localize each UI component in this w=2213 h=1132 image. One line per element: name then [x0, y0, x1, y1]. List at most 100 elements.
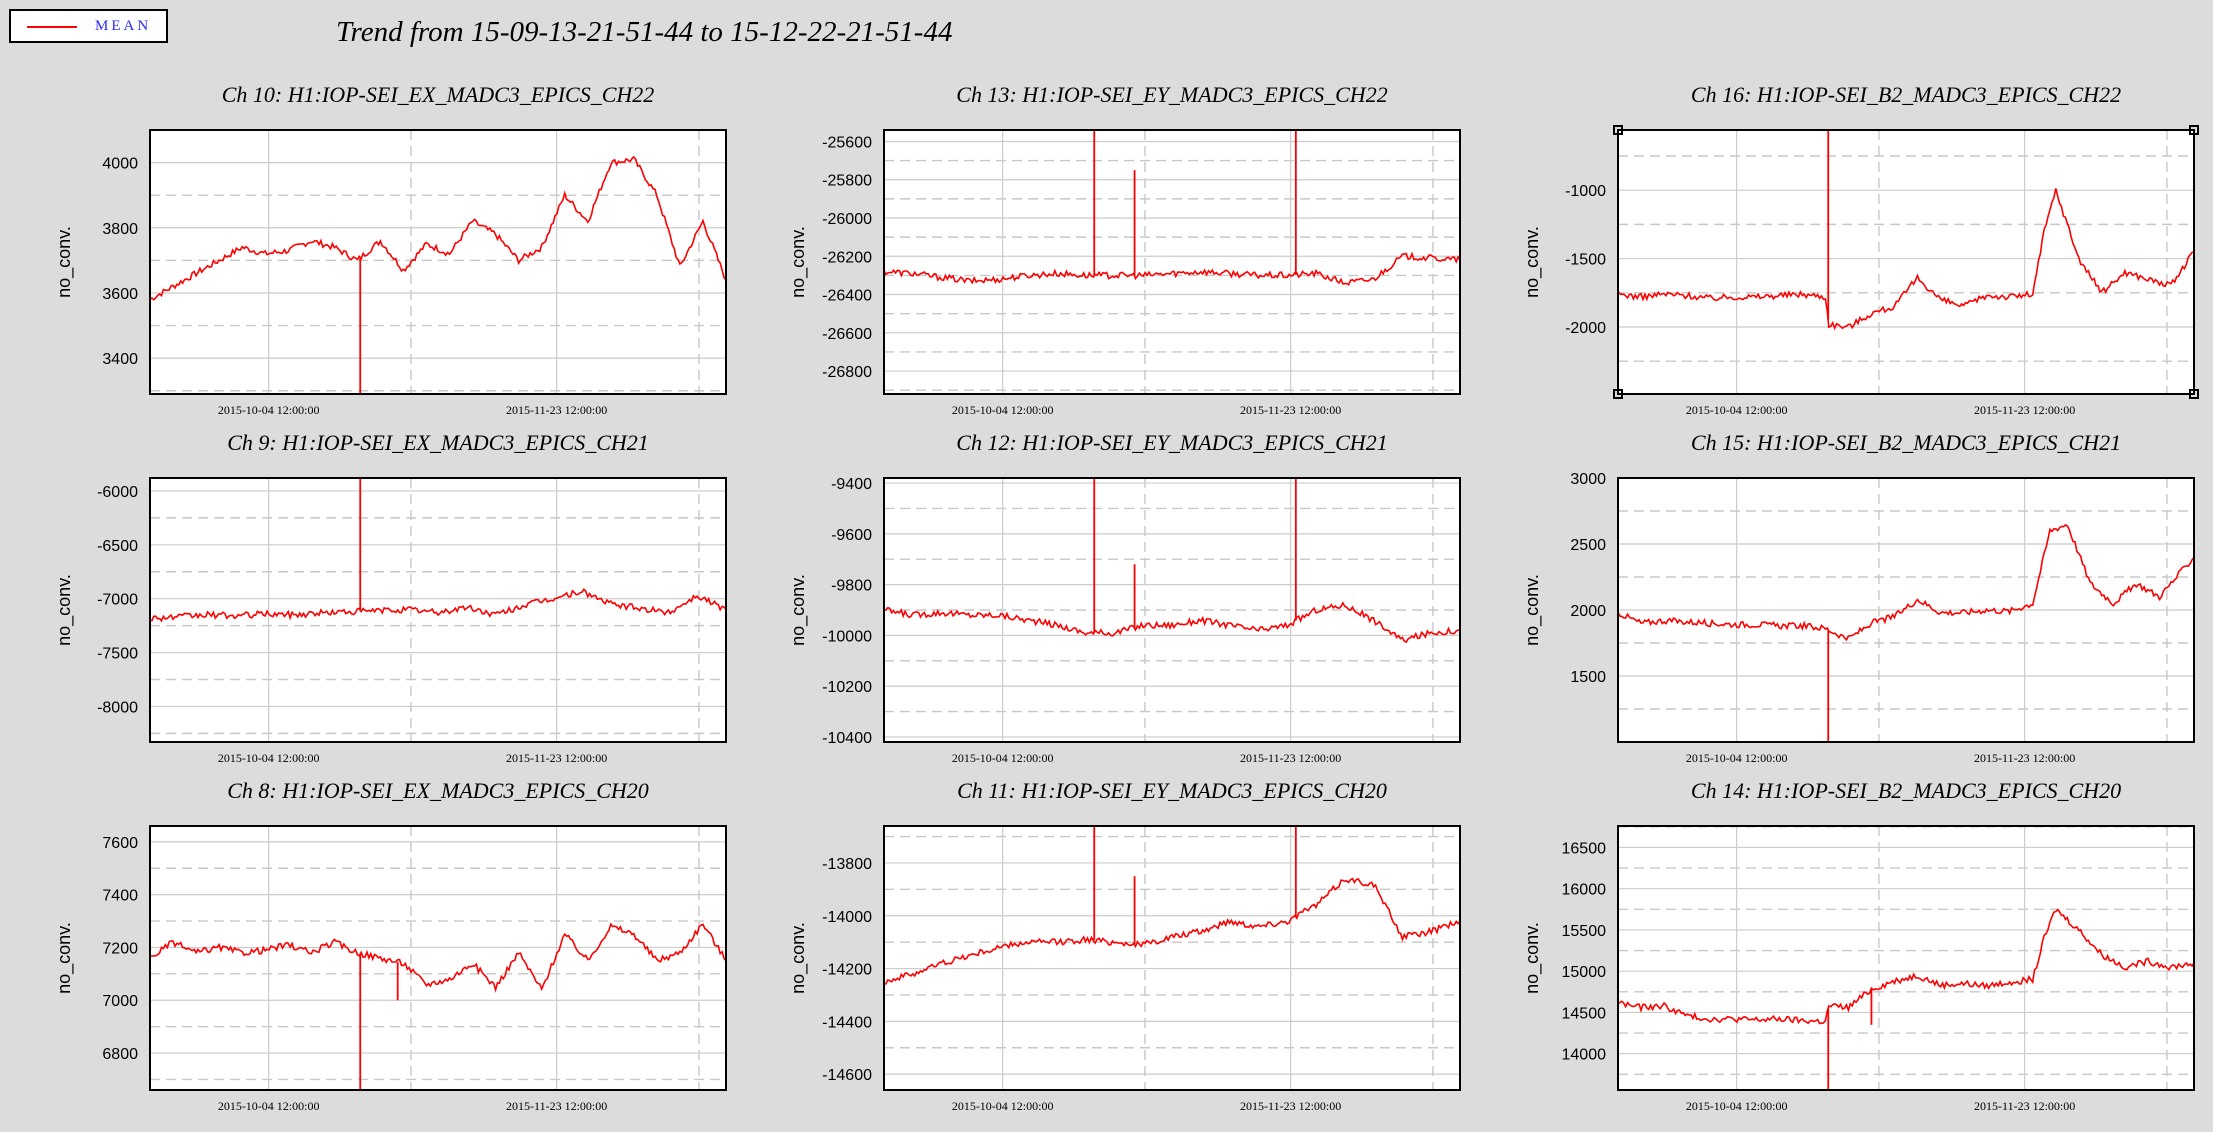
plot-frame [149, 129, 727, 395]
y-tick-label: -10200 [822, 679, 872, 696]
plot-frame [149, 477, 727, 743]
chart-ch9[interactable]: Ch 9: H1:IOP-SEI_EX_MADC3_EPICS_CH21 -60… [54, 430, 728, 765]
y-axis-label: no_conv. [1522, 574, 1543, 646]
y-axis-label: no_conv. [54, 922, 75, 994]
chart-title: Ch 12: H1:IOP-SEI_EY_MADC3_EPICS_CH21 [956, 430, 1388, 455]
plot[interactable]: -25600 -25800 -26000 -26200 -26400 -26600 -268… [788, 82, 1462, 417]
series-line [883, 877, 1461, 986]
x-tick-label: 2015-10-04 12:00:00 [1686, 1099, 1788, 1113]
x-tick-label: 2015-10-04 12:00:00 [952, 403, 1054, 417]
plot-area [150, 478, 726, 742]
chart-title: Ch 13: H1:IOP-SEI_EY_MADC3_EPICS_CH22 [956, 82, 1388, 107]
plot[interactable]: -13800 -14000 -14200 -14400 -14600 no_conv. 20… [788, 778, 1462, 1113]
plot-frame [1617, 129, 2195, 395]
y-tick-label: -7500 [97, 646, 138, 663]
y-axis-label: no_conv. [1522, 922, 1543, 994]
series-line [1617, 524, 2195, 642]
y-tick-label: -9400 [831, 476, 872, 493]
plot-frame [883, 477, 1461, 743]
x-tick-label: 2015-10-04 12:00:00 [218, 1099, 320, 1113]
plot[interactable]: 3400 3600 3800 4000 no_conv. 2015-10-04 12:00… [54, 82, 728, 417]
selection-handle[interactable] [1613, 389, 1623, 399]
chart-ch12[interactable]: Ch 12: H1:IOP-SEI_EY_MADC3_EPICS_CH21 -9… [788, 430, 1462, 765]
x-tick-label: 2015-11-23 12:00:00 [1240, 751, 1341, 765]
y-tick-label: -13800 [822, 856, 872, 873]
plot-area [1618, 826, 2194, 1090]
y-tick-label: -26000 [822, 211, 872, 228]
chart-ch8[interactable]: Ch 8: H1:IOP-SEI_EX_MADC3_EPICS_CH20 680… [54, 778, 728, 1113]
y-tick-label: -25600 [822, 134, 872, 151]
y-tick-label: 3400 [102, 351, 138, 368]
series-line [149, 155, 727, 301]
chart-ch11[interactable]: Ch 11: H1:IOP-SEI_EY_MADC3_EPICS_CH20 -1… [788, 778, 1462, 1113]
selection-handle[interactable] [2189, 125, 2199, 135]
y-tick-label: -26800 [822, 364, 872, 381]
plot-area [884, 826, 1460, 1090]
plot[interactable]: -1000 -1500 -2000 no_conv. 2015-10-04 12:00:… [1522, 82, 2199, 417]
y-tick-label: -6500 [97, 538, 138, 555]
plot-area [1618, 130, 2194, 394]
selection-handle[interactable] [1613, 125, 1623, 135]
y-tick-label: 15000 [1562, 964, 1607, 981]
y-tick-label: -14400 [822, 1014, 872, 1031]
series-line [883, 601, 1461, 644]
selection-handle[interactable] [2189, 389, 2199, 399]
page-title: Trend from 15-09-13-21-51-44 to 15-12-22… [336, 16, 953, 48]
y-tick-label: 15500 [1562, 923, 1607, 940]
y-tick-label: 14000 [1562, 1047, 1607, 1064]
plot-area [150, 130, 726, 394]
y-tick-label: 3000 [1570, 471, 1606, 488]
chart-title: Ch 14: H1:IOP-SEI_B2_MADC3_EPICS_CH20 [1690, 778, 2122, 803]
plot[interactable]: 6800 7000 7200 7400 7600 no_conv. 2015-10-04 1… [54, 778, 728, 1113]
y-tick-label: -9800 [831, 578, 872, 595]
y-tick-label: -8000 [97, 699, 138, 716]
y-tick-label: -1000 [1565, 183, 1606, 200]
y-axis-label: no_conv. [1522, 226, 1543, 298]
y-axis-label: no_conv. [54, 574, 75, 646]
x-tick-label: 2015-11-23 12:00:00 [506, 1099, 607, 1113]
y-tick-label: -14600 [822, 1067, 872, 1084]
chart-ch14[interactable]: Ch 14: H1:IOP-SEI_B2_MADC3_EPICS_CH20 14… [1522, 778, 2196, 1113]
x-tick-label: 2015-10-04 12:00:00 [218, 403, 320, 417]
chart-title: Ch 10: H1:IOP-SEI_EX_MADC3_EPICS_CH22 [221, 82, 655, 107]
y-tick-label: -10400 [822, 730, 872, 747]
chart-ch13[interactable]: Ch 13: H1:IOP-SEI_EY_MADC3_EPICS_CH22 -2… [788, 82, 1462, 417]
plot-area [150, 826, 726, 1090]
plot[interactable]: -6000 -6500 -7000 -7500 -8000 no_conv. 2015-10… [54, 430, 728, 765]
y-tick-label: -9600 [831, 527, 872, 544]
x-tick-label: 2015-10-04 12:00:00 [952, 1099, 1054, 1113]
y-tick-label: 4000 [102, 156, 138, 173]
y-tick-label: -6000 [97, 484, 138, 501]
y-tick-label: -7000 [97, 592, 138, 609]
plot-frame [1617, 825, 2195, 1091]
plot-frame [1617, 477, 2195, 743]
x-tick-label: 2015-11-23 12:00:00 [1974, 403, 2075, 417]
plot[interactable]: -9400 -9600 -9800 -10000 -10200 -10400 no_conv… [788, 430, 1462, 765]
y-tick-label: -14000 [822, 909, 872, 926]
y-tick-label: 14500 [1562, 1005, 1607, 1022]
plot-area [884, 130, 1460, 394]
y-tick-label: -1500 [1565, 252, 1606, 269]
y-tick-label: -26400 [822, 288, 872, 305]
y-tick-label: -14200 [822, 962, 872, 979]
y-axis-label: no_conv. [788, 574, 809, 646]
chart-title: Ch 15: H1:IOP-SEI_B2_MADC3_EPICS_CH21 [1690, 430, 2122, 455]
chart-ch16[interactable]: Ch 16: H1:IOP-SEI_B2_MADC3_EPICS_CH22 -1… [1522, 82, 2199, 417]
chart-ch15[interactable]: Ch 15: H1:IOP-SEI_B2_MADC3_EPICS_CH21 15… [1522, 430, 2196, 765]
y-tick-label: 2000 [1570, 603, 1606, 620]
y-tick-label: 3800 [102, 221, 138, 238]
x-tick-label: 2015-11-23 12:00:00 [1974, 751, 2075, 765]
y-tick-label: -26600 [822, 326, 872, 343]
y-axis-label: no_conv. [788, 226, 809, 298]
y-tick-label: 6800 [102, 1046, 138, 1063]
plot[interactable]: 1500 2000 2500 3000 no_conv. 2015-10-04 12:00… [1522, 430, 2196, 765]
series-line [149, 588, 727, 623]
chart-ch10[interactable]: Ch 10: H1:IOP-SEI_EX_MADC3_EPICS_CH22 34… [54, 82, 728, 417]
series-line [1617, 188, 2195, 331]
plot[interactable]: 14000 14500 15000 15500 16000 16500 no_conv. 20… [1522, 778, 2196, 1113]
x-tick-label: 2015-11-23 12:00:00 [1974, 1099, 2075, 1113]
y-tick-label: -26200 [822, 249, 872, 266]
y-tick-label: -25800 [822, 173, 872, 190]
y-tick-label: 1500 [1570, 669, 1606, 686]
y-tick-label: 16500 [1562, 840, 1607, 857]
